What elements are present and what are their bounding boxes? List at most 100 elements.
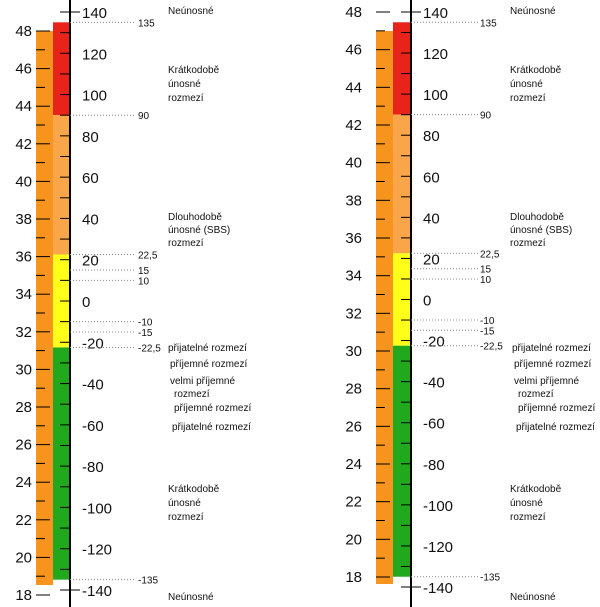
right-tick-label: -60 <box>423 416 445 433</box>
left-tick-label: 48 <box>345 4 362 21</box>
right-panel: 18 20 22 24 26 28 30 32 34 36 38 40 42 44 46 48 -140 -120… <box>345 0 595 607</box>
threshold-label: 22,5 <box>480 249 500 260</box>
left-tick-label: 46 <box>345 42 362 59</box>
prijemne-top-label: příjemné rozmezí <box>514 359 591 370</box>
right-tick-label: 20 <box>82 253 99 270</box>
dlouhodobe-label: rozmezí <box>168 238 204 249</box>
threshold-label: -10 <box>480 316 495 327</box>
threshold-label: -22,5 <box>480 342 503 353</box>
left-tick-label: 34 <box>345 268 362 285</box>
left-tick-label: 18 <box>15 587 32 604</box>
left-tick-label: 30 <box>345 343 362 360</box>
right-tick-label: 60 <box>423 169 440 186</box>
kratkodobe-bottom-label: únosné <box>168 498 201 509</box>
threshold-label: 90 <box>480 111 492 122</box>
right-tick-label: -120 <box>82 542 112 559</box>
threshold-label: -135 <box>480 573 500 584</box>
left-tick-label: 40 <box>15 173 32 190</box>
threshold-label: 10 <box>138 276 150 287</box>
right-tick-label: 20 <box>423 251 440 268</box>
right-tick-label: 120 <box>423 46 448 63</box>
right-tick-label: -140 <box>423 580 453 597</box>
right-tick-label: -80 <box>423 457 445 474</box>
left-tick-label: 30 <box>15 361 32 378</box>
left-tick-label: 24 <box>15 474 32 491</box>
velmi-prijemne-label: rozmezí <box>518 389 554 400</box>
green-zone <box>393 345 410 577</box>
left-tick-label: 42 <box>15 136 32 153</box>
threshold-label: 90 <box>138 111 150 122</box>
left-tick-label: 20 <box>345 531 362 548</box>
kratkodobe-top-label: únosné <box>168 79 201 90</box>
velmi-prijemne-label: rozmezí <box>174 389 210 400</box>
threshold-label: 22,5 <box>138 251 158 262</box>
left-tick-label: 44 <box>15 98 32 115</box>
prijatelne-bottom-label: přijatelné rozmezí <box>516 422 595 433</box>
left-tick-label: 34 <box>15 286 32 303</box>
right-tick-label: -80 <box>82 459 104 476</box>
dlouhodobe-label: rozmezí <box>510 238 546 249</box>
left-tick-label: 44 <box>345 79 362 96</box>
left-tick-label: 28 <box>15 399 32 416</box>
neunosne-top-label: Neúnosné <box>168 6 214 17</box>
neunosne-bottom-label: Neúnosné <box>510 592 556 603</box>
threshold-label: 15 <box>138 266 150 277</box>
kratkodobe-bottom-label: únosné <box>510 498 543 509</box>
dlouhodobe-label: únosné (SBS) <box>168 225 230 236</box>
kratkodobe-top-label: Krátkodobě <box>168 65 220 76</box>
orange-outer-bar <box>36 31 53 585</box>
left-tick-label: 32 <box>345 305 362 322</box>
prijatelne-bottom-label: přijatelné rozmezí <box>172 422 251 433</box>
prijemne-bottom-label: příjemné rozmezí <box>518 403 595 414</box>
dlouhodobe-label: únosné (SBS) <box>510 225 572 236</box>
threshold-label: -22,5 <box>138 343 161 354</box>
left-tick-label: 22 <box>345 494 362 511</box>
left-tick-label: 36 <box>345 230 362 247</box>
left-tick-label: 38 <box>345 192 362 209</box>
kratkodobe-bottom-label: rozmezí <box>168 512 204 523</box>
right-tick-label: 40 <box>423 210 440 227</box>
right-tick-label: 80 <box>423 128 440 145</box>
right-tick-label: -140 <box>82 583 112 600</box>
dlouhodobe-label: Dlouhodobě <box>510 212 564 223</box>
prijatelne-top-label: přijatelné rozmezí <box>168 343 247 354</box>
orange-outer-bar <box>376 31 393 584</box>
left-tick-label: 22 <box>15 512 32 529</box>
velmi-prijemne-label: velmi příjemné <box>514 376 579 387</box>
right-tick-label: 0 <box>423 293 431 310</box>
neunosne-bottom-label: Neúnosné <box>168 592 214 603</box>
left-tick-label: 32 <box>15 324 32 341</box>
right-tick-label: 100 <box>423 87 448 104</box>
threshold-label: 135 <box>138 18 155 29</box>
right-tick-label: 0 <box>82 294 90 311</box>
right-tick-label: 80 <box>82 129 99 146</box>
green-zone <box>53 347 69 580</box>
left-tick-label: 28 <box>345 381 362 398</box>
neunosne-top-label: Neúnosné <box>510 6 556 17</box>
kratkodobe-top-label: Krátkodobě <box>510 65 562 76</box>
kratkodobe-top-label: rozmezí <box>510 93 546 104</box>
red-zone <box>393 22 410 115</box>
right-tick-label: 60 <box>82 170 99 187</box>
kratkodobe-top-label: únosné <box>510 79 543 90</box>
right-tick-label: 140 <box>82 5 107 22</box>
velmi-prijemne-label: velmi příjemné <box>170 376 235 387</box>
right-tick-label: 120 <box>82 46 107 63</box>
left-tick-label: 42 <box>345 117 362 134</box>
right-tick-label: -100 <box>82 500 112 517</box>
threshold-label: -15 <box>138 328 153 339</box>
kratkodobe-bottom-label: Krátkodobě <box>510 484 562 495</box>
right-tick-label: -20 <box>423 334 445 351</box>
right-tick-label: 40 <box>82 211 99 228</box>
kratkodobe-bottom-label: rozmezí <box>510 512 546 523</box>
right-tick-label: 140 <box>423 5 448 22</box>
right-tick-label: -40 <box>423 375 445 392</box>
left-tick-label: 24 <box>345 456 362 473</box>
threshold-label: -15 <box>480 326 495 337</box>
threshold-label: 10 <box>480 275 492 286</box>
kratkodobe-top-label: rozmezí <box>168 93 204 104</box>
threshold-label: 15 <box>480 265 492 276</box>
left-tick-label: 38 <box>15 211 32 228</box>
right-tick-label: 100 <box>82 88 107 105</box>
